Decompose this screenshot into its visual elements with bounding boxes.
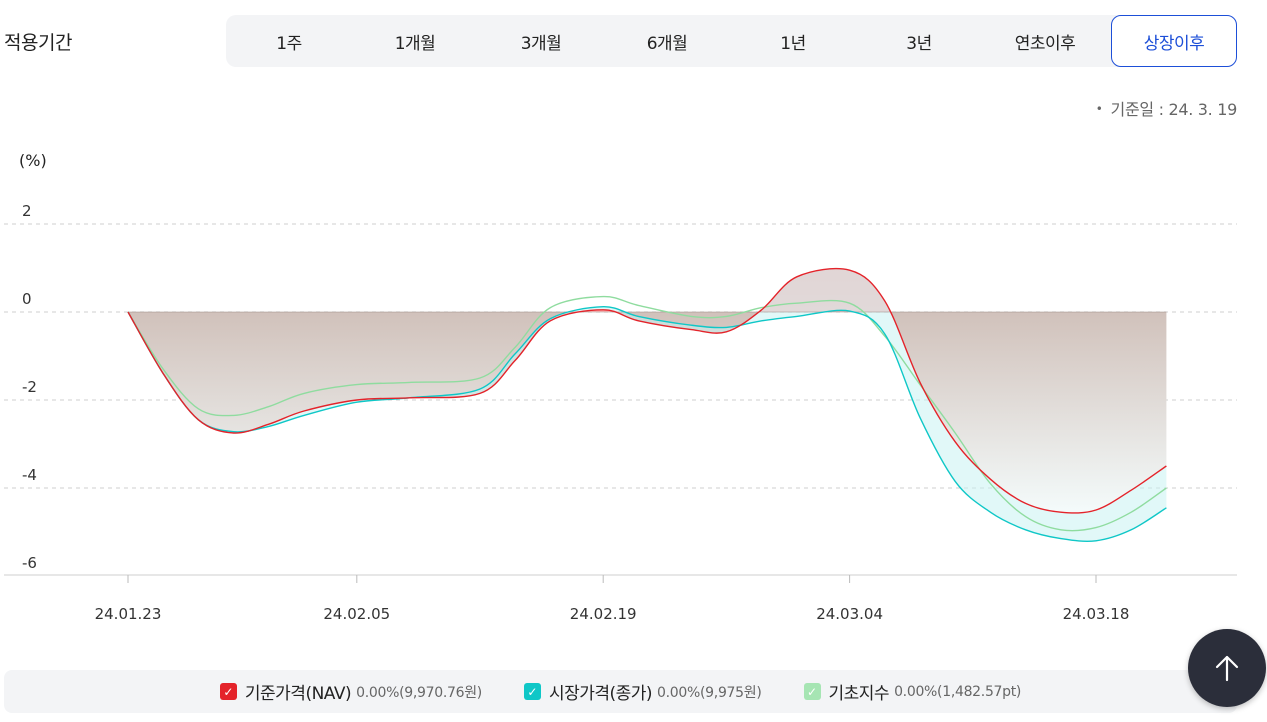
checkbox-checked-icon[interactable]: ✓ bbox=[523, 683, 541, 700]
y-tick-label: -4 bbox=[22, 466, 37, 484]
legend-name: 시장가격(종가) bbox=[548, 684, 653, 704]
period-label: 적용기간 bbox=[4, 32, 72, 54]
y-tick-label: -6 bbox=[22, 554, 37, 572]
period-option-6m[interactable]: 6개월 bbox=[646, 33, 688, 54]
checkbox-checked-icon[interactable]: ✓ bbox=[803, 683, 821, 700]
y-tick-label: 0 bbox=[22, 290, 32, 308]
legend-item-nav[interactable]: ✓ 기준가격(NAV) 0.00%(9,970.76원) bbox=[219, 679, 482, 704]
reference-date-text: 기준일 : 24. 3. 19 bbox=[1110, 100, 1238, 119]
x-tick-label: 24.03.18 bbox=[1063, 605, 1130, 623]
x-tick-label: 24.02.05 bbox=[323, 605, 390, 623]
scroll-top-button[interactable] bbox=[1188, 629, 1266, 707]
period-selector: 1주 1개월 3개월 6개월 1년 3년 연초이후 상장이후 bbox=[226, 15, 1237, 67]
period-option-1w[interactable]: 1주 bbox=[276, 33, 302, 54]
period-option-3y[interactable]: 3년 bbox=[906, 33, 932, 54]
legend-value: 0.00%(9,975원) bbox=[657, 684, 762, 701]
chart-legend: ✓ 기준가격(NAV) 0.00%(9,970.76원) ✓ 시장가격(종가) … bbox=[4, 670, 1237, 713]
legend-item-market[interactable]: ✓ 시장가격(종가) 0.00%(9,975원) bbox=[523, 679, 762, 704]
series-line-index bbox=[127, 295, 1167, 532]
legend-value: 0.00%(1,482.57pt) bbox=[894, 683, 1022, 700]
arrow-up-icon bbox=[1215, 655, 1239, 682]
y-unit-label: (%) bbox=[19, 151, 47, 170]
x-tick-label: 24.02.19 bbox=[570, 605, 637, 623]
performance-chart: (%) 2 0 -2 -4 -6 24.01.23 24.02.05 24.02.19 24.… bbox=[4, 151, 1237, 623]
area-below-baseline bbox=[128, 312, 1167, 513]
checkbox-checked-icon[interactable]: ✓ bbox=[219, 683, 237, 700]
period-option-3m[interactable]: 3개월 bbox=[520, 33, 562, 54]
legend-value: 0.00%(9,970.76원) bbox=[356, 684, 482, 701]
period-option-1m[interactable]: 1개월 bbox=[394, 33, 436, 54]
reference-date: • 기준일 : 24. 3. 19 bbox=[1095, 96, 1238, 120]
series-line-nav bbox=[127, 267, 1167, 514]
bullet: • bbox=[1095, 102, 1103, 116]
series-line-market bbox=[127, 305, 1167, 543]
x-tick-label: 24.01.23 bbox=[95, 605, 162, 623]
y-tick-label: -2 bbox=[22, 378, 37, 396]
legend-name: 기초지수 bbox=[828, 684, 890, 704]
legend-item-index[interactable]: ✓ 기초지수 0.00%(1,482.57pt) bbox=[803, 679, 1022, 704]
legend-name: 기준가격(NAV) bbox=[244, 684, 352, 704]
period-option-1y[interactable]: 1년 bbox=[780, 33, 806, 54]
y-tick-label: 2 bbox=[22, 202, 32, 220]
period-option-ytd[interactable]: 연초이후 bbox=[1014, 33, 1076, 54]
x-tick-label: 24.03.04 bbox=[816, 605, 883, 623]
period-option-since-listing[interactable]: 상장이후 bbox=[1111, 15, 1237, 67]
spread-band bbox=[128, 268, 1167, 542]
